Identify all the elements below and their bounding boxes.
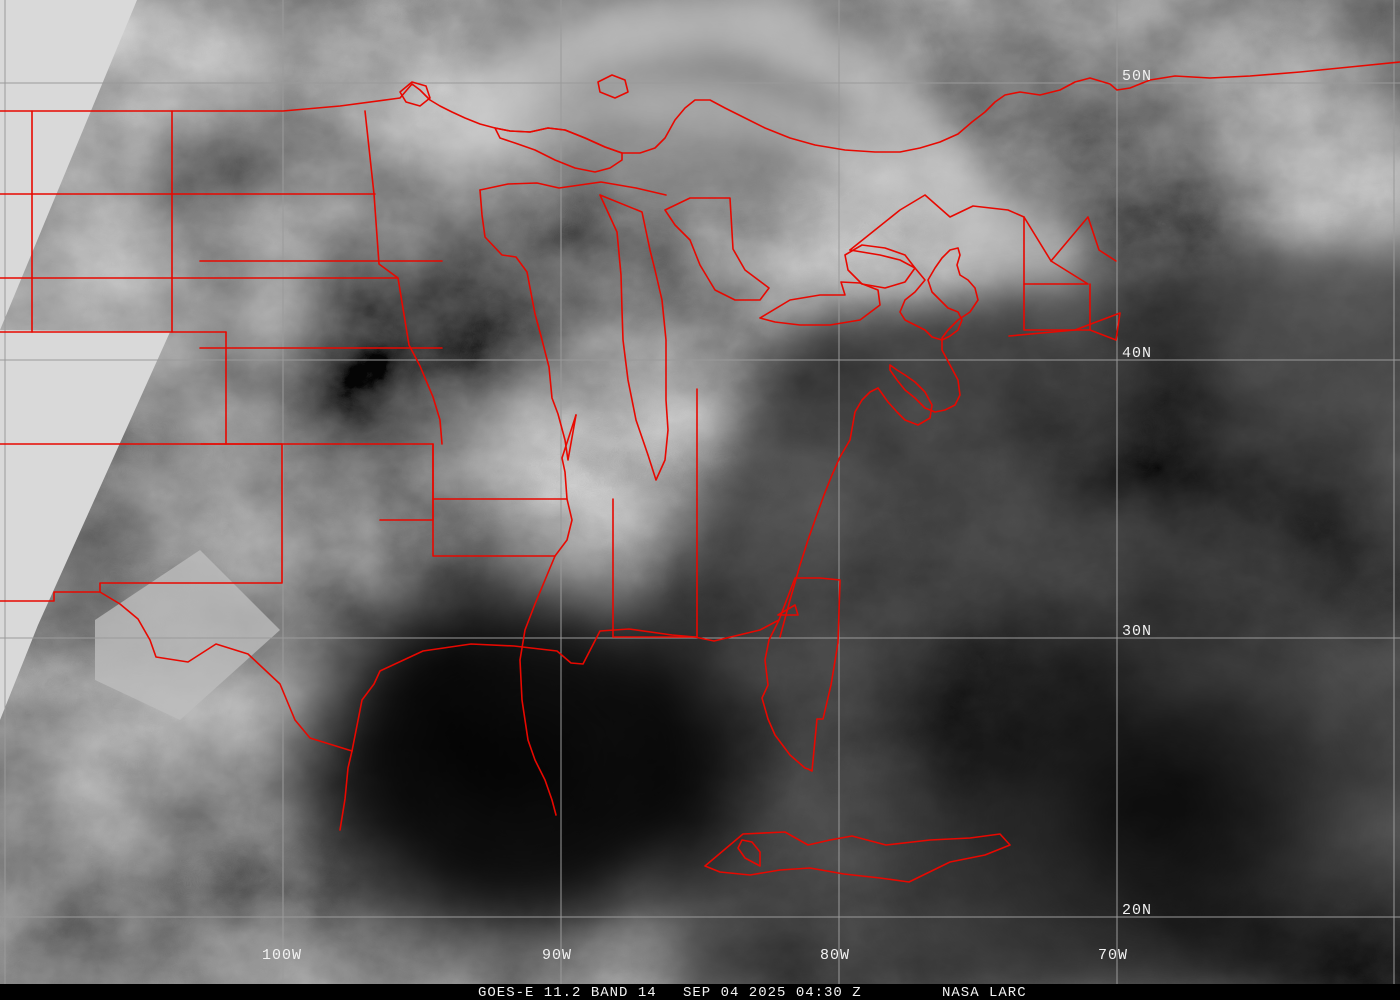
- svg-text:GOES-E 11.2 BAND 14: GOES-E 11.2 BAND 14: [478, 985, 657, 1000]
- svg-text:NASA LARC: NASA LARC: [942, 985, 1027, 1000]
- svg-text:SEP 04 2025 04:30 Z: SEP 04 2025 04:30 Z: [683, 985, 862, 1000]
